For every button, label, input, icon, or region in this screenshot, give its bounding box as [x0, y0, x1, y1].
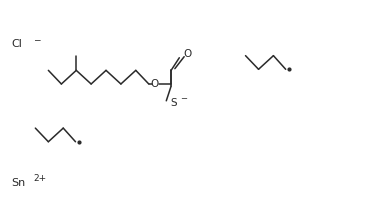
Text: O: O: [151, 79, 159, 89]
Text: 2+: 2+: [33, 174, 46, 182]
Text: −: −: [180, 94, 187, 103]
Text: Cl: Cl: [11, 39, 22, 49]
Text: Sn: Sn: [11, 178, 25, 188]
Text: O: O: [183, 49, 191, 59]
Text: S: S: [170, 98, 177, 108]
Text: −: −: [33, 35, 41, 44]
